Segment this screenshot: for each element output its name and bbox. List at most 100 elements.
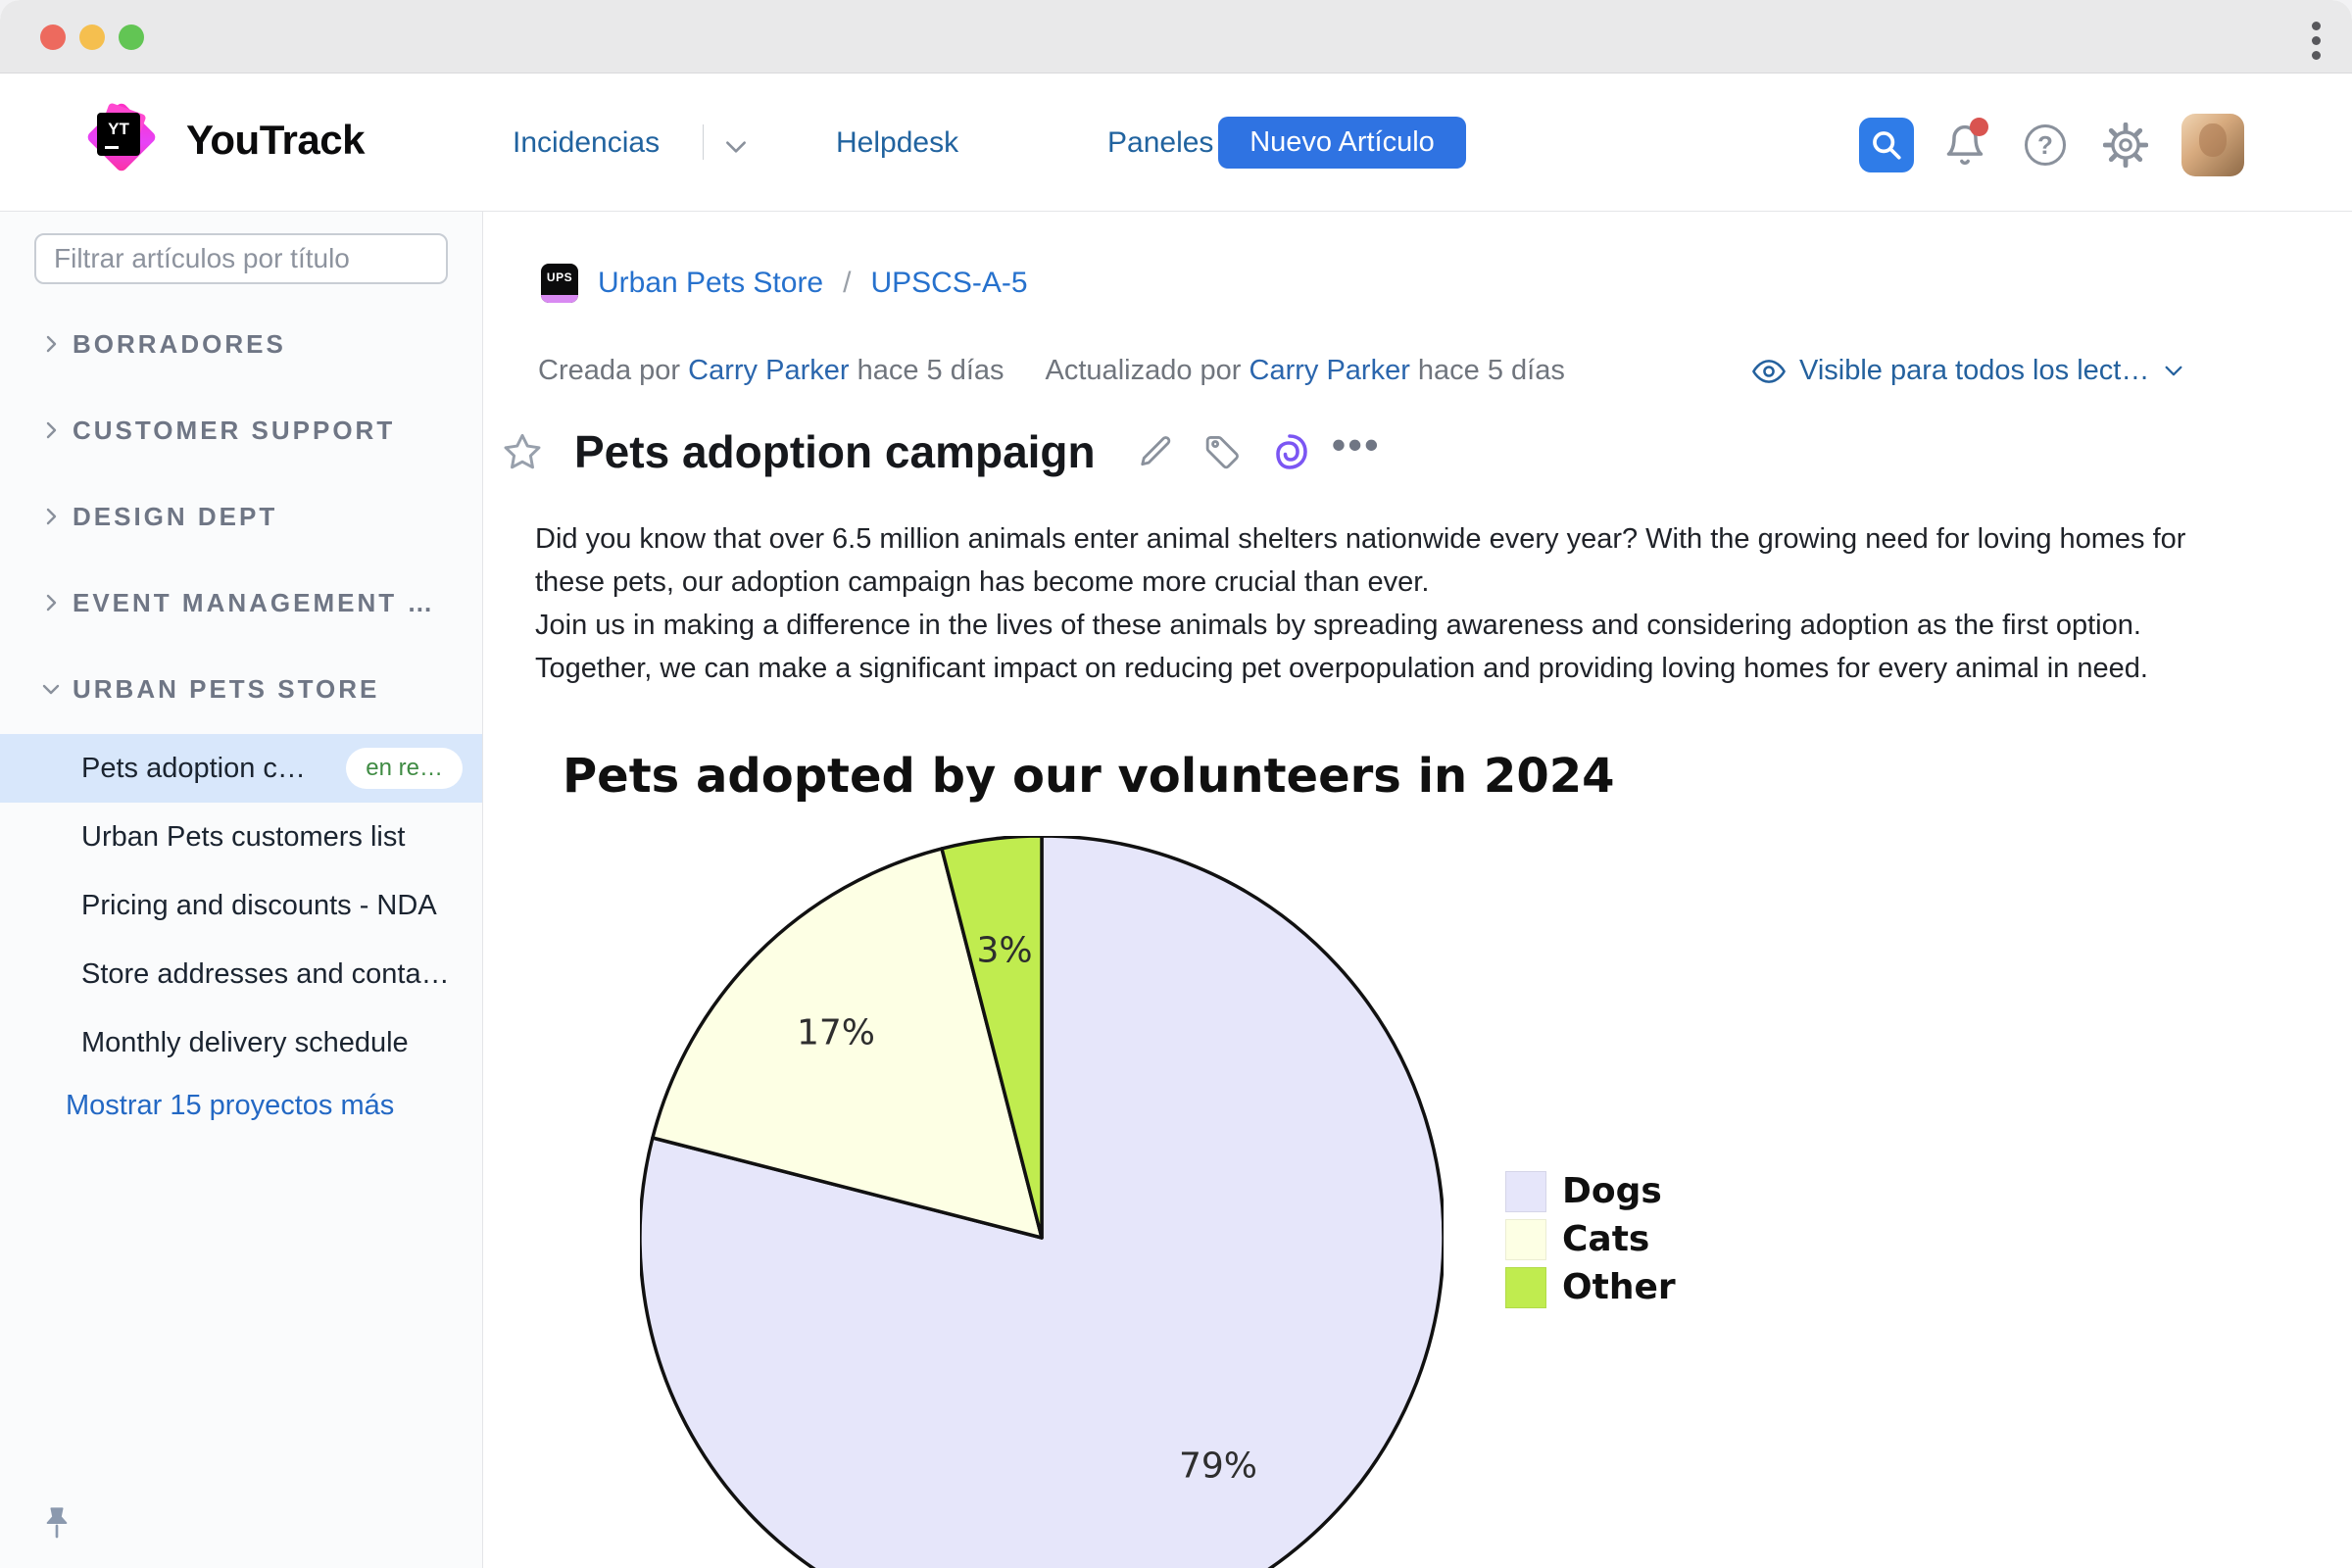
article-item-label: Store addresses and conta… <box>81 957 450 990</box>
chevron-down-icon <box>42 684 60 695</box>
project-groups: BORRADORES CUSTOMER SUPPORT DESIGN DEPT … <box>0 301 482 732</box>
sidebar-group-design-dept[interactable]: DESIGN DEPT <box>0 473 482 560</box>
paragraph: Join us in making a difference in the li… <box>535 610 2148 684</box>
ai-spiral-icon <box>1275 434 1307 469</box>
article-item-pricing-nda[interactable]: Pricing and discounts - NDA <box>0 871 482 940</box>
pie-chart-figure: Pets adopted by our volunteers in 2024 7… <box>484 741 2352 1568</box>
sidebar-group-event-management[interactable]: EVENT MANAGEMENT … <box>0 560 482 646</box>
visibility-label: Visible para todos los lect… <box>1799 355 2150 386</box>
help-button[interactable]: ? <box>2018 118 2073 172</box>
chevron-down-icon <box>2165 366 2182 376</box>
article-body: Did you know that over 6.5 million anima… <box>535 517 2211 690</box>
breadcrumb-separator: / <box>843 267 852 299</box>
more-actions-button[interactable]: ••• <box>1331 421 1381 473</box>
article-list: Pets adoption c… en re… Urban Pets custo… <box>0 734 482 1077</box>
tags-button[interactable] <box>1201 430 1245 473</box>
eye-icon <box>1752 359 1786 383</box>
chart-title: Pets adopted by our volunteers in 2024 <box>563 749 1615 804</box>
bell-icon <box>1946 125 1984 165</box>
nav-paneles[interactable]: Paneles <box>1107 126 1214 159</box>
gear-icon <box>2103 122 2148 168</box>
chevron-right-icon <box>46 594 57 612</box>
sidebar-group-customer-support[interactable]: CUSTOMER SUPPORT <box>0 387 482 473</box>
pencil-icon <box>1140 436 1170 466</box>
sidebar-group-urban-pets-store[interactable]: URBAN PETS STORE <box>0 646 482 732</box>
created-prefix: Creada por <box>538 355 681 386</box>
pie-label-cats: 17% <box>796 1012 876 1054</box>
settings-button[interactable] <box>2098 118 2153 172</box>
nav-incidencias[interactable]: Incidencias <box>513 126 661 159</box>
ellipsis-icon: ••• <box>1331 421 1381 467</box>
legend-item-cats: Cats <box>1505 1215 1676 1263</box>
legend-item-other: Other <box>1505 1263 1676 1311</box>
legend-swatch-dogs <box>1505 1170 1546 1212</box>
help-icon: ? <box>2025 124 2066 166</box>
chevron-right-icon <box>46 508 57 525</box>
edit-article-button[interactable] <box>1135 430 1178 473</box>
new-article-button[interactable]: Nuevo Artículo <box>1218 117 1466 169</box>
article-item-label: Monthly delivery schedule <box>81 1026 409 1058</box>
youtrack-logo-icon[interactable]: YT <box>85 101 158 173</box>
sidebar-group-borradores[interactable]: BORRADORES <box>0 301 482 387</box>
nav-helpdesk[interactable]: Helpdesk <box>836 126 959 159</box>
notification-badge-dot <box>1970 118 1988 136</box>
pie-slice-other <box>940 834 1044 1240</box>
notifications-button[interactable] <box>1937 118 1992 172</box>
filter-articles-input[interactable] <box>34 233 448 284</box>
updated-prefix: Actualizado por <box>1045 355 1242 386</box>
search-icon <box>1873 131 1901 160</box>
minimize-window-button[interactable] <box>79 24 105 50</box>
app-header: YT YouTrack Incidencias Helpdesk Paneles… <box>0 74 2352 212</box>
zoom-window-button[interactable] <box>119 24 144 50</box>
article-item-store-addresses[interactable]: Store addresses and conta… <box>0 940 482 1008</box>
chevron-right-icon <box>46 335 57 353</box>
article-pane: UPS Urban Pets Store / UPSCS-A-5 Creada … <box>484 212 2352 1568</box>
legend-item-dogs: Dogs <box>1505 1167 1676 1215</box>
project-avatar-label: UPS <box>546 270 573 284</box>
window-titlebar <box>0 0 2352 74</box>
breadcrumb-project-link[interactable]: Urban Pets Store <box>598 267 824 299</box>
article-meta: Creada por Carry Parker hace 5 días Actu… <box>538 355 1565 387</box>
brand-name: YouTrack <box>186 117 365 163</box>
legend-swatch-other <box>1505 1266 1546 1308</box>
legend-swatch-cats <box>1505 1218 1546 1260</box>
page-title: Pets adoption campaign <box>574 426 1096 477</box>
pin-sidebar-icon[interactable] <box>37 1503 76 1550</box>
search-button[interactable] <box>1859 118 1914 172</box>
project-avatar[interactable]: UPS <box>541 264 578 303</box>
article-item-pets-adoption[interactable]: Pets adoption c… en re… <box>0 734 482 803</box>
article-title-row: Pets adoption campaign ••• <box>502 421 1381 478</box>
user-avatar[interactable] <box>2181 114 2244 176</box>
visibility-dropdown[interactable]: Visible para todos los lect… <box>1752 355 2184 387</box>
breadcrumb-article-id-link[interactable]: UPSCS-A-5 <box>870 267 1028 299</box>
breadcrumb: UPS Urban Pets Store / UPSCS-A-5 <box>541 264 1028 303</box>
show-more-projects-link[interactable]: Mostrar 15 proyectos más <box>66 1090 395 1121</box>
pie-slice-cats <box>651 847 1044 1240</box>
pie-label-dogs: 79% <box>1178 1446 1258 1487</box>
chart-legend: Dogs Cats Other <box>1505 1167 1676 1311</box>
paragraph: Did you know that over 6.5 million anima… <box>535 523 2186 598</box>
nav-divider <box>703 124 704 160</box>
sidebar: BORRADORES CUSTOMER SUPPORT DESIGN DEPT … <box>0 212 483 1568</box>
article-item-label: Urban Pets customers list <box>81 820 406 853</box>
article-item-customers-list[interactable]: Urban Pets customers list <box>0 803 482 871</box>
updated-author-link[interactable]: Carry Parker <box>1249 355 1410 386</box>
ai-assistant-button[interactable] <box>1268 430 1311 473</box>
pie-chart <box>638 834 1446 1568</box>
pie-slice-dogs <box>638 834 1446 1568</box>
window-menu-icon[interactable] <box>2308 18 2325 64</box>
article-item-label: Pricing and discounts - NDA <box>81 889 437 921</box>
status-badge: en re… <box>346 748 463 789</box>
logo-monogram: YT <box>97 113 140 156</box>
article-item-monthly-delivery[interactable]: Monthly delivery schedule <box>0 1008 482 1077</box>
star-icon[interactable] <box>502 431 543 472</box>
article-item-label: Pets adoption c… <box>81 752 306 784</box>
created-time: hace 5 días <box>857 355 1004 386</box>
chevron-down-icon[interactable] <box>723 138 749 156</box>
created-author-link[interactable]: Carry Parker <box>688 355 850 386</box>
tag-icon <box>1205 436 1239 469</box>
chevron-right-icon <box>46 421 57 439</box>
close-window-button[interactable] <box>40 24 66 50</box>
updated-time: hace 5 días <box>1417 355 1565 386</box>
